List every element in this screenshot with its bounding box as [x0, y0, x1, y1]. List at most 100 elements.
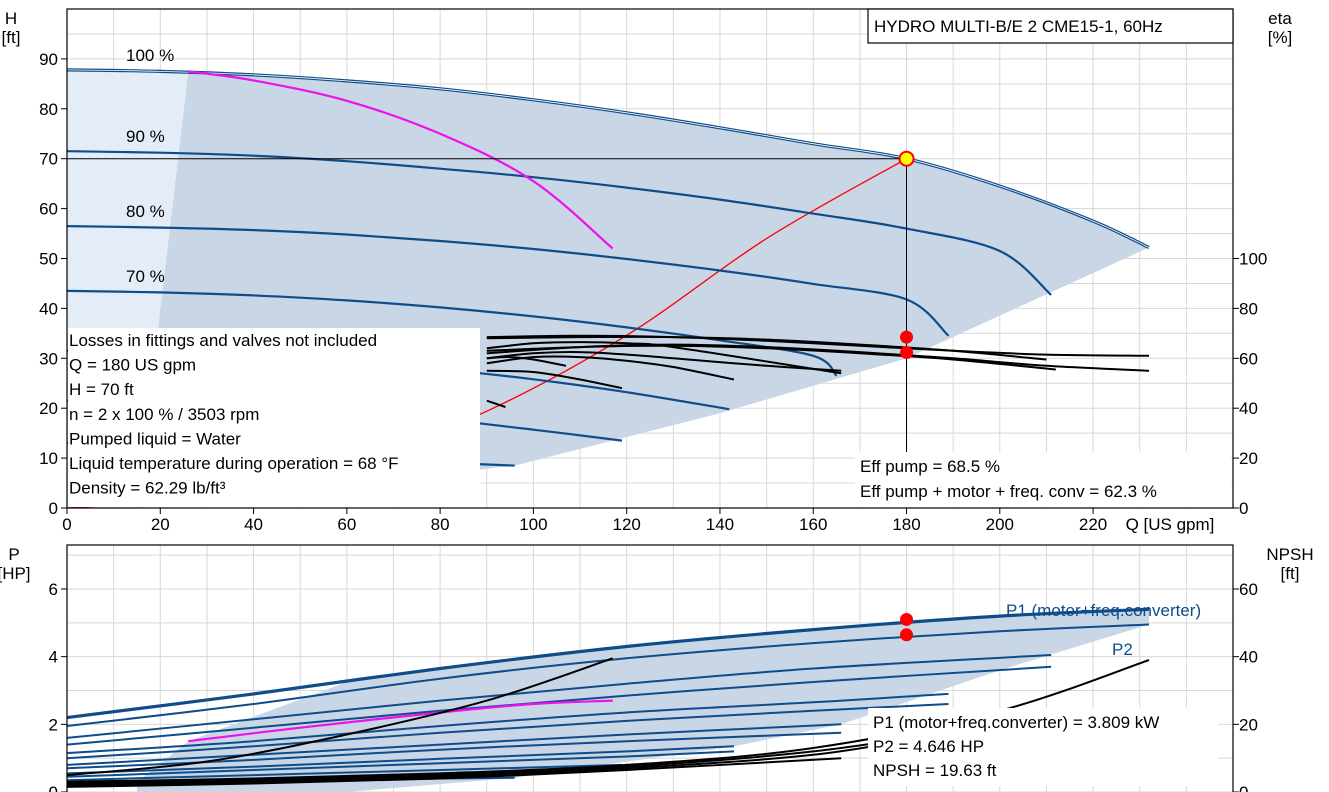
- y-tick-label: 50: [39, 250, 58, 269]
- y-axis-label: P: [8, 545, 19, 564]
- x-tick-label: 40: [244, 515, 263, 534]
- efficiency-curve: [486, 334, 1150, 357]
- y-tick-label: 30: [39, 349, 58, 368]
- efficiency-curve: [486, 343, 1150, 372]
- efficiency-curve: [486, 341, 842, 375]
- x-tick-label: 160: [799, 515, 827, 534]
- power-info-line: NPSH = 19.63 ft: [873, 761, 997, 780]
- p2-curve-label: P2: [1112, 640, 1133, 659]
- y2-tick-label: 20: [1239, 449, 1258, 468]
- speed-label: 70 %: [126, 267, 165, 286]
- x-tick-label: 140: [706, 515, 734, 534]
- x-tick-label: 0: [62, 515, 71, 534]
- power-curve: [66, 607, 1150, 720]
- y2-tick-label: 40: [1239, 648, 1258, 667]
- head-curve-inner: [66, 69, 1150, 248]
- power-curve: [66, 623, 1150, 727]
- efficiency-text: Eff pump = 68.5 %: [860, 457, 1000, 476]
- speed-label: 100 %: [126, 46, 174, 65]
- power-limit-curve: [188, 699, 613, 743]
- y-axis-label: H: [5, 9, 17, 28]
- head-curve: [66, 225, 950, 337]
- y2-tick-label: 0: [1239, 499, 1248, 518]
- info-line: Pumped liquid = Water: [69, 429, 241, 448]
- efficiency-point: [900, 346, 914, 360]
- efficiency-curve: [486, 399, 506, 408]
- limit-curve: [188, 70, 614, 250]
- y2-tick-label: 20: [1239, 715, 1258, 734]
- y-tick-label: 10: [39, 449, 58, 468]
- y-tick-label: 4: [49, 648, 58, 667]
- speed-label: 90 %: [126, 127, 165, 146]
- y2-axis-label: NPSH: [1266, 545, 1313, 564]
- efficiency-curve: [486, 369, 623, 390]
- y-tick-label: 6: [49, 580, 58, 599]
- head-chart: 100 % 90 % 80 % 70 % 0 10 20 30 40 50 60 70 80 90 0 20 4…: [2, 8, 1293, 534]
- power-info-line: P1 (motor+freq.converter) = 3.809 kW: [873, 713, 1159, 732]
- power-curve: [66, 692, 949, 755]
- x-tick-label: 220: [1079, 515, 1107, 534]
- power-curve: [66, 703, 949, 760]
- y2-axis-label: [%]: [1268, 28, 1293, 47]
- npsh-curve: [67, 731, 949, 787]
- info-line: n = 2 x 100 % / 3503 rpm: [69, 405, 259, 424]
- y-tick-label: 2: [49, 715, 58, 734]
- efficiency-curve: [486, 351, 842, 372]
- y2-tick-label: 60: [1239, 349, 1258, 368]
- eff-box: [855, 452, 1231, 507]
- y2-tick-label: 100: [1239, 250, 1267, 269]
- power-info-box: [868, 708, 1218, 786]
- y2-axis-label: eta: [1268, 9, 1292, 28]
- head-curve: [66, 289, 838, 377]
- x-axis-label: Q [US gpm]: [1126, 515, 1215, 534]
- p1-curve-label: P1 (motor+freq.converter): [1006, 601, 1201, 620]
- y-axis-label: [ft]: [2, 28, 21, 47]
- power-band: [137, 609, 1149, 792]
- y-tick-label: 80: [39, 100, 58, 119]
- power-curve: [66, 665, 1052, 746]
- y-tick-label: 70: [39, 150, 58, 169]
- info-line: Liquid temperature during operation = 68…: [69, 454, 399, 473]
- plot-frame: [66, 544, 1234, 792]
- npsh-curve: [67, 657, 614, 777]
- speed-label: 80 %: [126, 202, 165, 221]
- info-line: Density = 62.29 lb/ft³: [69, 479, 226, 498]
- x-tick-label: 80: [431, 515, 450, 534]
- y-tick-label: 60: [39, 200, 58, 219]
- y2-tick-label: 60: [1239, 580, 1258, 599]
- x-tick-label: 120: [612, 515, 640, 534]
- title-box: [867, 8, 1234, 44]
- efficiency-text: Eff pump + motor + freq. conv = 62.3 %: [860, 482, 1157, 501]
- y-tick-label: 0: [49, 499, 58, 518]
- efficiency-curve: [486, 356, 567, 367]
- y-tick-label: 0: [49, 783, 58, 792]
- info-line: H = 70 ft: [69, 380, 134, 399]
- y-tick-label: 90: [39, 50, 58, 69]
- efficiency-point: [900, 330, 914, 344]
- power-curve: [66, 723, 842, 766]
- y-axis-label: [HP]: [0, 564, 31, 583]
- head-curve: [66, 150, 1052, 296]
- power-point: [900, 612, 914, 626]
- y-tick-label: 20: [39, 399, 58, 418]
- info-line: Q = 180 US gpm: [69, 356, 196, 375]
- y2-tick-label: 0: [1239, 783, 1248, 792]
- power-curve: [66, 763, 623, 782]
- power-chart: 02460204060P[HP]NPSH[ft]P1 (motor+freq.c…: [0, 544, 1314, 792]
- power-info-line: P2 = 4.646 HP: [873, 737, 984, 756]
- y2-tick-label: 80: [1239, 299, 1258, 318]
- info-box: [68, 328, 480, 507]
- x-tick-label: 100: [519, 515, 547, 534]
- power-curve: [66, 654, 1052, 739]
- y2-axis-label: [ft]: [1281, 564, 1300, 583]
- power-curve: [66, 750, 735, 778]
- npsh-curve: [67, 757, 842, 788]
- duty-point: [898, 150, 915, 167]
- info-line: Losses in fittings and valves not includ…: [69, 331, 377, 350]
- y2-tick-label: 40: [1239, 399, 1258, 418]
- efficiency-curve: [486, 355, 735, 381]
- x-tick-label: 200: [986, 515, 1014, 534]
- chart-title: HYDRO MULTI-B/E 2 CME15-1, 60Hz: [874, 17, 1163, 36]
- power-point: [900, 628, 914, 642]
